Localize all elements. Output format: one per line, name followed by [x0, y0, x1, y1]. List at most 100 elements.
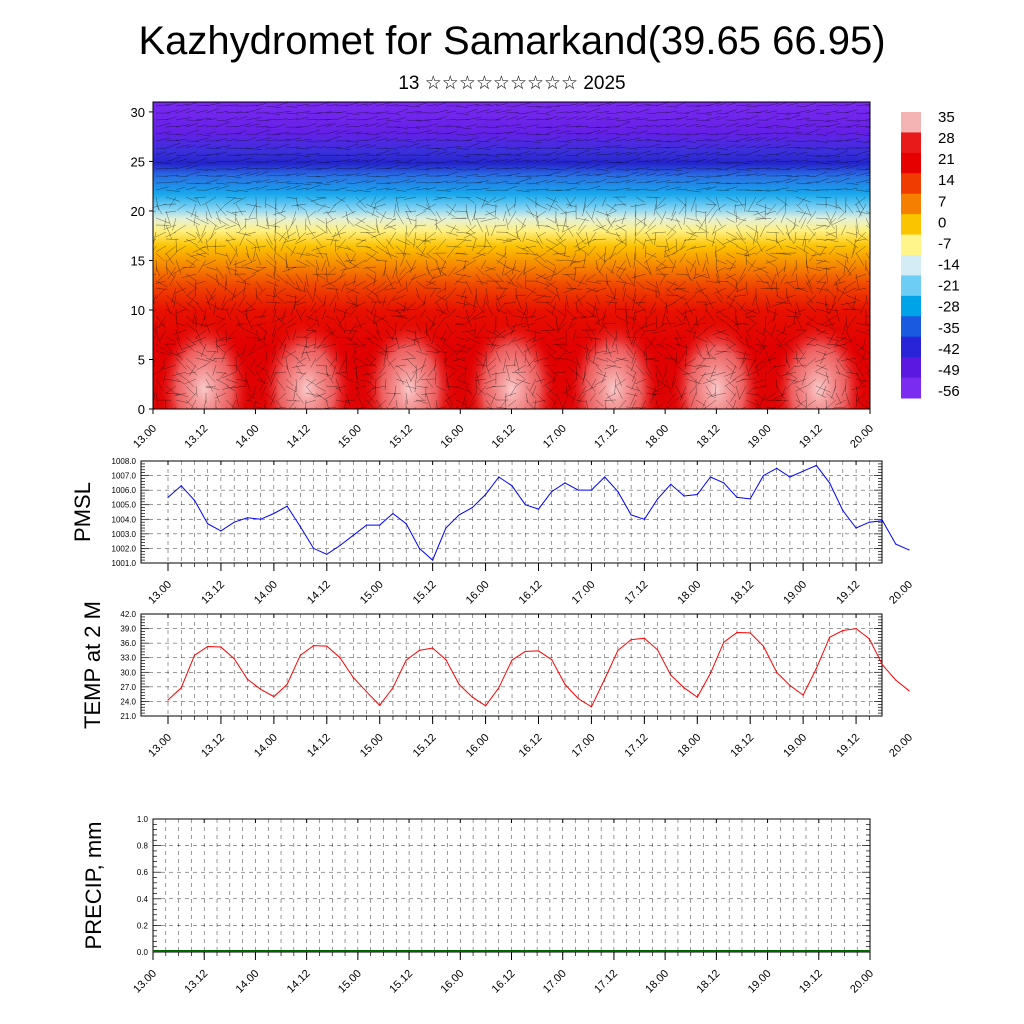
wind-barb [375, 122, 389, 128]
wind-barb [192, 308, 197, 325]
wind-barb [595, 371, 607, 378]
wind-barb [625, 131, 637, 135]
wind-barb [715, 315, 726, 323]
wind-barb [673, 336, 687, 339]
wind-barb [851, 385, 867, 391]
wind-barb [425, 378, 433, 388]
wind-barb [335, 315, 343, 329]
wind-barb [405, 406, 410, 409]
wind-barb [275, 139, 291, 142]
wind-barb [705, 102, 721, 107]
wind-barb [685, 167, 697, 170]
wind-barb [567, 322, 577, 330]
wind-barb [665, 301, 668, 315]
wind-barb [702, 259, 707, 272]
wind-barb [445, 180, 459, 184]
wind-barb [185, 164, 200, 170]
wind-barb [185, 315, 197, 325]
wind-barb [344, 280, 357, 287]
wind-barb [773, 308, 777, 323]
wind-barb [175, 322, 187, 327]
wind-barb [465, 210, 472, 226]
wind-barb [855, 392, 858, 407]
wind-barb [305, 112, 322, 114]
wind-barb [764, 203, 767, 218]
wind-barb [575, 173, 591, 177]
wind-barb [605, 329, 617, 342]
wind-barb [415, 130, 432, 135]
wind-barb [825, 203, 842, 209]
wind-barb [335, 174, 351, 177]
wind-barb [824, 238, 837, 241]
wind-barb [522, 231, 527, 242]
data-point [815, 464, 817, 466]
wind-barb [835, 308, 840, 322]
wind-barb [225, 364, 237, 367]
wind-barb [461, 287, 467, 300]
wind-barb [535, 273, 550, 281]
wind-barb [575, 147, 588, 150]
wind-barb [693, 329, 697, 341]
wind-barb [575, 110, 587, 114]
wind-barb [625, 385, 640, 392]
wind-barb [409, 371, 417, 382]
wind-barb [855, 329, 869, 335]
wind-barb [640, 399, 647, 409]
wind-barb [675, 196, 687, 206]
wind-barb [776, 399, 787, 409]
wind-barb [805, 147, 818, 150]
wind-barb [805, 103, 816, 107]
wind-barb [484, 231, 487, 248]
wind-barb [776, 238, 787, 244]
wind-barb [222, 385, 237, 390]
wind-barb [383, 217, 397, 228]
x-tick-label: 18.00 [675, 579, 703, 607]
wind-barb [445, 364, 458, 371]
wind-barb [595, 266, 604, 277]
wind-barb [195, 301, 204, 313]
wind-barb [855, 140, 869, 144]
x-tick-label: 17.12 [623, 579, 651, 607]
wind-barb [775, 224, 785, 236]
wind-barb [632, 287, 637, 303]
wind-barb [705, 350, 717, 361]
wind-barb [215, 217, 230, 227]
wind-barb [705, 392, 717, 399]
wind-barb [645, 143, 661, 149]
wind-barb [495, 109, 512, 114]
wind-barb [565, 196, 572, 208]
wind-barb [655, 102, 671, 107]
wind-barb [765, 154, 778, 156]
wind-barb [225, 252, 232, 265]
wind-barb [847, 259, 857, 273]
wind-barb [365, 371, 374, 380]
wind-barb [285, 399, 301, 402]
wind-barb [165, 385, 177, 394]
wind-barb [215, 111, 229, 114]
wind-barb [659, 336, 667, 347]
data-point [233, 658, 235, 660]
wind-barb [665, 378, 672, 395]
wind-barb [365, 252, 380, 262]
wind-barb [455, 294, 469, 299]
colorbar-swatch [901, 193, 921, 215]
wind-barb [694, 266, 697, 279]
wind-barb [765, 301, 769, 314]
wind-barb [330, 231, 337, 246]
wind-barb [231, 287, 237, 302]
wind-barb [655, 196, 657, 208]
wind-barb [429, 273, 437, 283]
wind-barb [811, 252, 827, 257]
wind-barb [502, 357, 507, 372]
data-point [749, 498, 751, 500]
wind-barb [631, 273, 647, 279]
wind-barb [337, 238, 347, 250]
wind-barb [341, 210, 357, 218]
wind-barb [649, 392, 657, 404]
wind-barb [625, 151, 638, 156]
wind-barb [245, 231, 257, 235]
wind-barb [285, 245, 296, 255]
wind-barb [671, 371, 677, 386]
wind-barb [185, 238, 198, 246]
wind-barb [545, 224, 557, 231]
